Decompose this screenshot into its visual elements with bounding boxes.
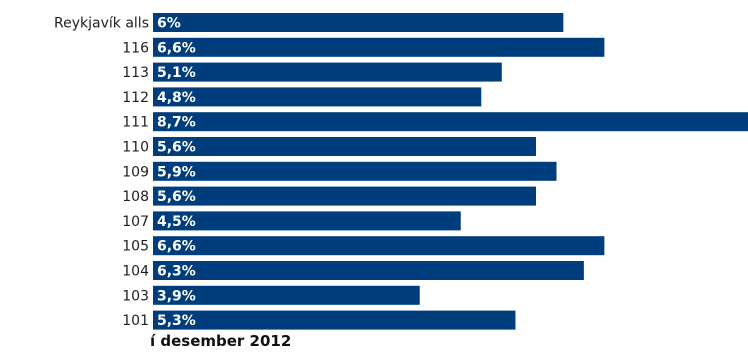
category-label: 111 xyxy=(122,115,149,131)
value-label: 4,5% xyxy=(157,214,196,230)
value-label: 5,6% xyxy=(157,140,196,156)
value-label: 6% xyxy=(157,16,181,32)
bar xyxy=(153,37,605,57)
category-label: 109 xyxy=(122,164,149,180)
value-label: 5,3% xyxy=(157,313,196,329)
bar xyxy=(153,62,502,82)
value-label: 6,6% xyxy=(157,40,196,56)
value-label: 6,3% xyxy=(157,264,196,280)
value-label: 8,7% xyxy=(157,115,196,131)
bar xyxy=(153,285,420,305)
category-label: 107 xyxy=(122,214,149,230)
category-label: Reykjavík alls xyxy=(54,16,149,32)
bar xyxy=(153,186,536,206)
bar xyxy=(153,87,482,107)
bar xyxy=(153,261,584,280)
bar xyxy=(153,211,461,231)
bar-group: Reykjavík alls 6% 116 6,6% 113 5,1% 112 4,8% 111… xyxy=(54,13,748,330)
bar xyxy=(153,161,557,181)
category-label: 112 xyxy=(122,90,149,106)
category-label: 113 xyxy=(122,65,149,81)
value-label: 5,1% xyxy=(157,65,196,81)
date-footnote: í desember 2012 xyxy=(150,332,291,350)
category-label: 101 xyxy=(122,313,149,329)
bar xyxy=(153,236,605,256)
value-label: 5,6% xyxy=(157,189,196,205)
bar xyxy=(153,310,516,330)
value-label: 5,9% xyxy=(157,164,196,180)
category-label: 105 xyxy=(122,239,149,255)
bar xyxy=(153,112,748,132)
category-label: 103 xyxy=(122,288,149,304)
value-label: 4,8% xyxy=(157,90,196,106)
bar xyxy=(153,137,536,156)
value-label: 3,9% xyxy=(157,288,196,304)
bar xyxy=(153,13,564,32)
category-label: 116 xyxy=(122,40,149,56)
value-label: 6,6% xyxy=(157,239,196,255)
category-label: 110 xyxy=(122,140,149,156)
category-label: 104 xyxy=(122,264,149,280)
category-label: 108 xyxy=(122,189,149,205)
